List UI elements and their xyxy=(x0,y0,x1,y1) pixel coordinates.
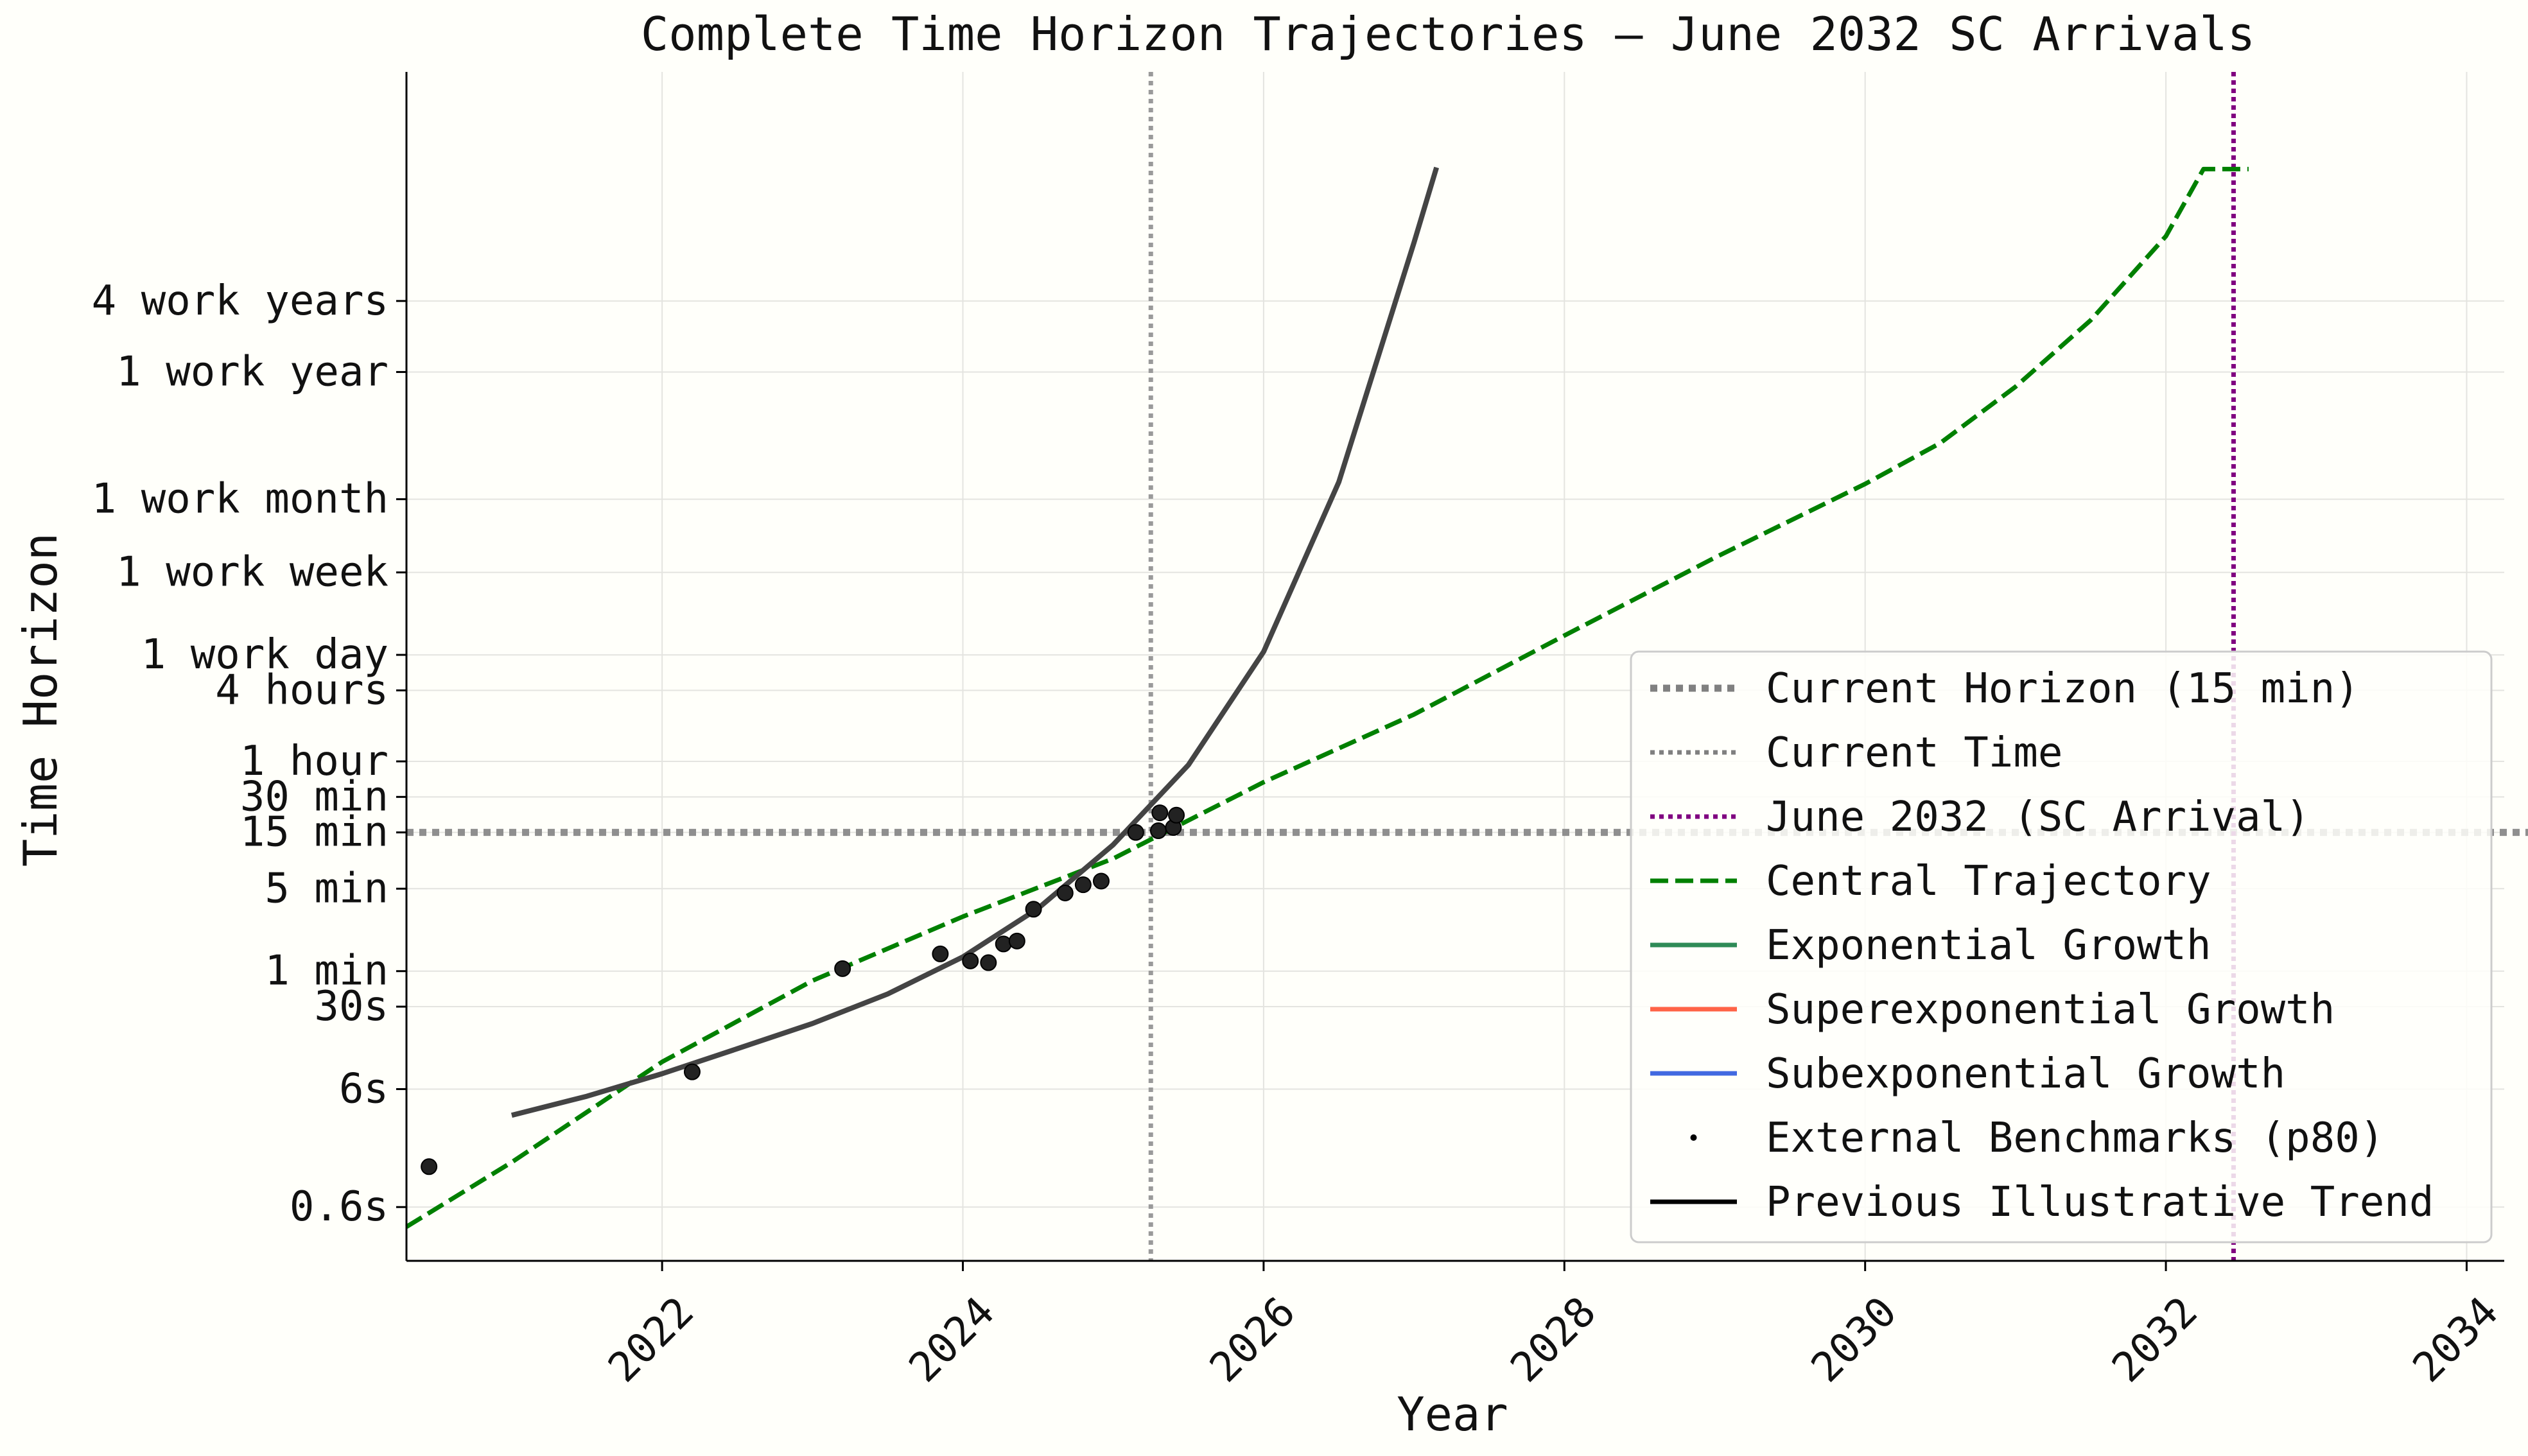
legend-label: Current Time xyxy=(1766,729,2062,777)
benchmark-point xyxy=(834,960,851,977)
benchmark-points xyxy=(421,804,1185,1175)
benchmark-point xyxy=(1127,824,1144,841)
legend-label: Current Horizon (15 min) xyxy=(1766,665,2360,713)
legend-label: External Benchmarks (p80) xyxy=(1766,1114,2384,1162)
y-tick-label: 6s xyxy=(339,1065,388,1113)
axes xyxy=(405,72,2504,1262)
y-axis-label: Time Horizon xyxy=(13,533,67,867)
benchmark-point xyxy=(1056,884,1074,901)
series-layer xyxy=(405,166,2249,1229)
legend-label: Central Trajectory xyxy=(1766,858,2211,905)
y-tick-label: 0.6s xyxy=(290,1183,388,1231)
legend-label: June 2032 (SC Arrival) xyxy=(1766,793,2310,841)
y-tick-label: 5 min xyxy=(265,865,388,912)
y-tick-label: 1 work day xyxy=(141,631,388,679)
benchmark-point xyxy=(1025,901,1042,918)
y-tick-label: 1 work month xyxy=(92,476,388,523)
benchmark-point xyxy=(1151,804,1169,822)
legend: Current Horizon (15 min) Current Time June… xyxy=(1630,650,2493,1244)
benchmark-point xyxy=(962,952,979,969)
y-tick-label: 1 work year xyxy=(116,348,388,395)
benchmark-point xyxy=(1168,806,1185,824)
benchmark-point xyxy=(932,945,949,962)
y-tick-label: 15 min xyxy=(240,809,388,856)
benchmark-point xyxy=(1092,872,1110,890)
benchmark-point xyxy=(980,954,997,971)
y-tick-label: 30 min xyxy=(240,773,388,820)
y-tick-label: 4 hours xyxy=(215,666,388,714)
benchmark-point xyxy=(421,1158,438,1175)
legend-label: Exponential Growth xyxy=(1766,922,2211,969)
benchmark-point xyxy=(683,1063,701,1080)
y-tick-label: 1 min xyxy=(265,948,388,995)
legend-swatch xyxy=(1690,1134,1697,1141)
x-axis-label: Year xyxy=(1397,1387,1508,1441)
y-tick-label: 4 work years xyxy=(92,277,388,325)
benchmark-point xyxy=(1149,822,1167,840)
legend-label: Previous Illustrative Trend xyxy=(1766,1179,2434,1226)
benchmark-point xyxy=(995,935,1012,953)
chart-title: Complete Time Horizon Trajectories – Jun… xyxy=(641,7,2255,61)
legend-label: Subexponential Growth xyxy=(1766,1050,2285,1098)
y-tick-label: 30s xyxy=(314,983,388,1030)
benchmark-point xyxy=(1074,876,1092,894)
central-trajectory-line xyxy=(405,166,2249,1229)
benchmark-point xyxy=(1008,932,1025,949)
previous-illustrative-trend-line xyxy=(510,166,1440,1118)
y-tick-label: 1 hour xyxy=(240,738,388,785)
legend-box xyxy=(1630,650,2493,1244)
y-tick-label: 1 work week xyxy=(116,549,388,596)
legend-label: Superexponential Growth xyxy=(1766,986,2335,1034)
